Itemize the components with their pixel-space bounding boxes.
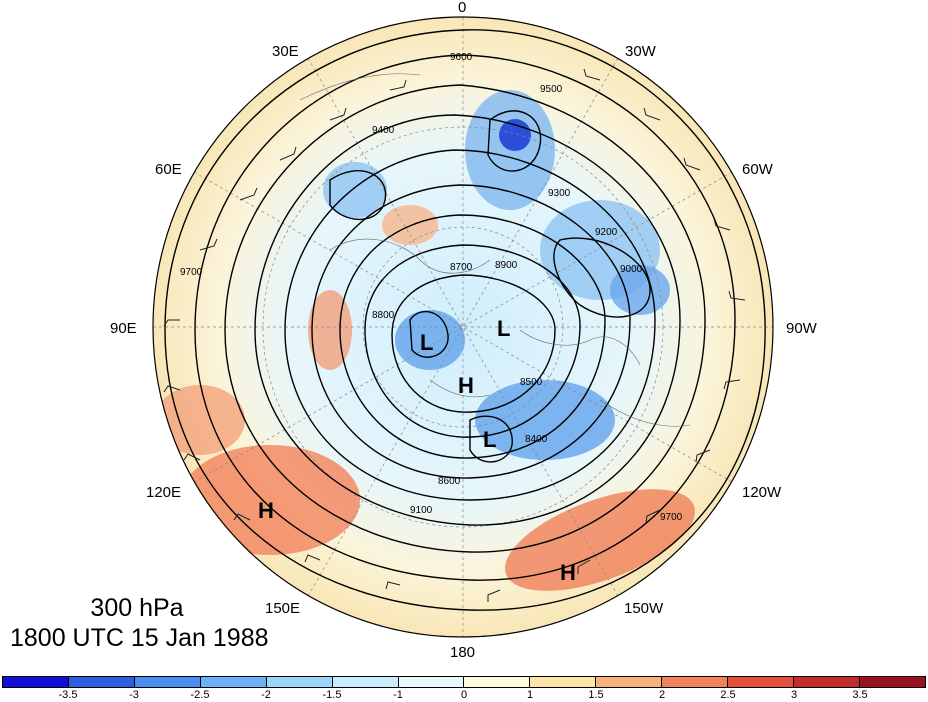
lon-label-0: 0 — [458, 0, 466, 16]
contour-label: 9000 — [620, 264, 643, 275]
colorbar-tick-label: 2.5 — [720, 689, 736, 701]
colorbar-segment — [3, 677, 69, 687]
high-marker: H — [458, 373, 474, 398]
high-marker: H — [258, 498, 274, 523]
contour-label: 8400 — [525, 434, 548, 445]
contour-label: 9200 — [595, 227, 618, 238]
low-marker: L — [420, 330, 433, 355]
high-marker: H — [560, 560, 576, 585]
lon-label-180: 180 — [450, 644, 475, 661]
colorbar-segment — [398, 677, 465, 687]
contour-label: 9500 — [540, 84, 563, 95]
lon-label-150w: 150W — [624, 600, 664, 617]
lon-label-30w: 30W — [625, 43, 657, 60]
contour-label: 8700 — [450, 262, 473, 273]
colorbar-tick-label: -1 — [393, 689, 403, 701]
colorbar-tick-label: -3 — [129, 689, 139, 701]
colorbar-tick-label: 1.5 — [588, 689, 604, 701]
height-contours — [164, 29, 766, 611]
colorbar-segment — [596, 677, 663, 687]
wind-barbs — [163, 68, 746, 602]
colorbar-segment — [728, 677, 795, 687]
low-marker: L — [497, 316, 510, 341]
colorbar-segment — [332, 677, 399, 687]
contour-label: 9400 — [372, 125, 395, 136]
colorbar-tick-label: 3.5 — [852, 689, 868, 701]
lon-label-120w: 120W — [742, 484, 782, 501]
contour-label-group: 9600 9500 9400 9300 9200 9100 9000 8900 … — [180, 52, 683, 523]
colorbar-segment — [68, 677, 135, 687]
pressure-system-markers: H H H L L L — [258, 316, 576, 585]
colorbar-segment — [794, 677, 860, 687]
coastlines — [299, 73, 691, 427]
contour-label: 8500 — [520, 377, 543, 388]
low-marker: L — [483, 427, 496, 452]
colorbar-tick-label: -3.5 — [58, 689, 78, 701]
globe-disk — [153, 17, 773, 637]
colorbar-tick-label: 1 — [526, 689, 534, 701]
colorbar-segment — [464, 677, 531, 687]
colorbar-tick-label: 0 — [460, 689, 468, 701]
colorbar-tick-label: -1.5 — [322, 689, 342, 701]
lon-label-90w: 90W — [786, 320, 818, 337]
lon-label-150e: 150E — [265, 600, 300, 617]
colorbar-tick-label: -2.5 — [190, 689, 210, 701]
contour-label: 9700 — [660, 512, 683, 523]
valid-time-caption: 1800 UTC 15 Jan 1988 — [10, 624, 269, 652]
colorbar-segment — [200, 677, 267, 687]
colorbar-segment — [134, 677, 201, 687]
contour-label: 9700 — [180, 267, 203, 278]
colorbar-segment — [662, 677, 729, 687]
lon-label-60w: 60W — [742, 161, 774, 178]
polar-stereographic-map: 9600 9500 9400 9300 9200 9100 9000 8900 … — [110, 0, 818, 661]
lon-label-60e: 60E — [155, 161, 182, 178]
globe-outline — [152, 16, 774, 638]
colorbar-segment — [530, 677, 597, 687]
colorbar-tick-label: -2 — [261, 689, 271, 701]
pressure-level-caption: 300 hPa — [90, 594, 184, 622]
colorbar-tick-label: 2 — [658, 689, 666, 701]
colorbar-tick-label: 3 — [790, 689, 798, 701]
colorbar-segment — [266, 677, 333, 687]
contour-label: 8600 — [438, 476, 461, 487]
lon-label-90e: 90E — [110, 320, 137, 337]
lon-label-120e: 120E — [146, 484, 181, 501]
contour-label: 9100 — [410, 505, 433, 516]
lon-label-30e: 30E — [272, 43, 299, 60]
contour-label: 8800 — [372, 310, 395, 321]
contour-label: 8900 — [495, 260, 518, 271]
contour-label: 9600 — [450, 52, 473, 63]
contour-label: 9300 — [548, 188, 571, 199]
colorbar — [2, 676, 926, 688]
colorbar-segment — [859, 677, 925, 687]
longitude-labels: 0 30W 60W 90W 120W 150W 180 150E 120E 90… — [110, 0, 818, 661]
